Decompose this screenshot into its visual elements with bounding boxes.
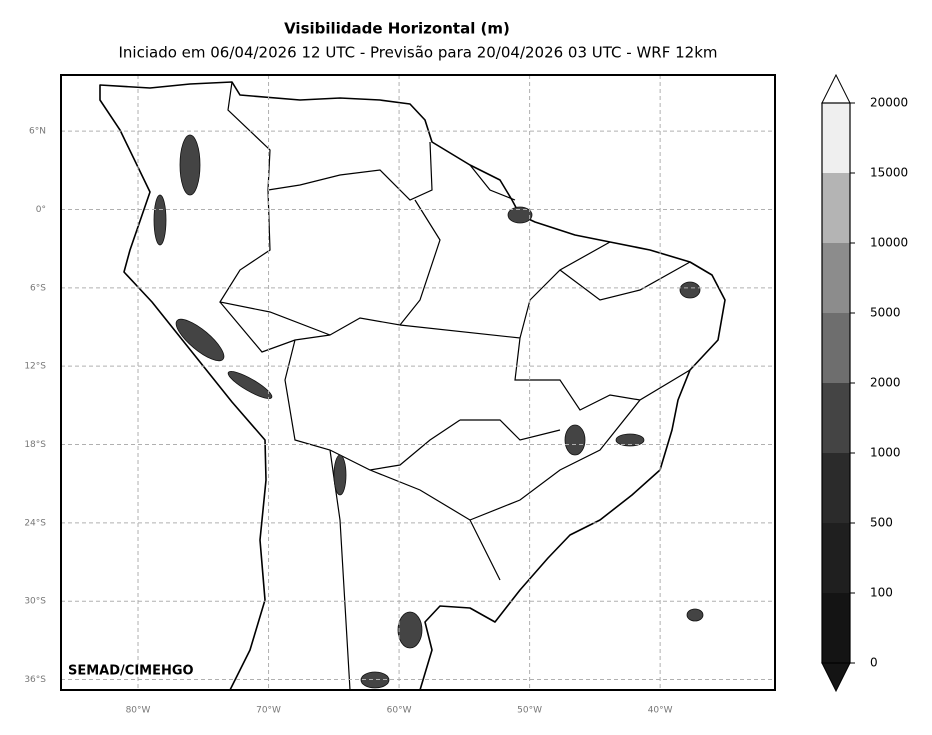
colorbar-label: 100 <box>870 586 893 600</box>
fog-area <box>686 608 704 622</box>
colorbar-segment <box>822 243 850 313</box>
title: Visibilidade Horizontal (m) <box>284 20 510 38</box>
colorbar-label: 2000 <box>870 376 901 390</box>
fog-area <box>153 194 167 246</box>
lat-label: 0° <box>36 205 46 215</box>
lat-label: 36°S <box>24 675 46 685</box>
fog-area <box>615 433 645 447</box>
colorbar-label: 500 <box>870 516 893 530</box>
colorbar: 0 100 500 1000 2000 5000 10000 15000 20000 <box>821 73 908 693</box>
fog-area <box>397 611 423 649</box>
colorbar-label: 15000 <box>870 166 908 180</box>
fog-area <box>564 424 586 456</box>
fog-area <box>175 318 225 362</box>
colorbar-label: 20000 <box>870 96 908 110</box>
fog-area <box>333 454 347 496</box>
lon-label: 80°W <box>126 706 151 716</box>
fog-area <box>179 134 201 196</box>
colorbar-label: 1000 <box>870 446 901 460</box>
lat-label: 18°S <box>24 440 46 450</box>
lat-label: 6°S <box>30 283 46 293</box>
colorbar-label: 5000 <box>870 306 901 320</box>
lon-label: 60°W <box>387 706 412 716</box>
fog-areas <box>153 134 704 689</box>
colorbar-over <box>821 73 851 104</box>
colorbar-segment <box>822 103 850 173</box>
graticule <box>61 75 775 690</box>
colorbar-segment <box>822 523 850 593</box>
colorbar-segment <box>822 593 850 663</box>
map-frame <box>60 74 776 691</box>
colorbar-label: 10000 <box>870 236 908 250</box>
colorbar-segment <box>822 383 850 453</box>
fog-area <box>227 371 273 399</box>
lat-label: 30°S <box>24 597 46 607</box>
colorbar-segment <box>822 313 850 383</box>
lon-label: 40°W <box>648 706 673 716</box>
credit: SEMAD/CIMEHGO <box>68 664 194 679</box>
colorbar-segment <box>822 453 850 523</box>
lon-label: 70°W <box>256 706 281 716</box>
lat-label: 6°N <box>29 127 46 137</box>
fog-area <box>507 206 533 224</box>
colorbar-label: 0 <box>870 656 878 670</box>
subtitle: Iniciado em 06/04/2026 12 UTC - Previsão… <box>118 44 717 62</box>
lat-label: 24°S <box>24 518 46 528</box>
country-borders <box>219 81 691 691</box>
colorbar-under <box>821 662 851 693</box>
lat-label: 12°S <box>24 362 46 372</box>
fog-area <box>360 671 390 689</box>
colorbar-segment <box>822 173 850 243</box>
lon-label: 50°W <box>517 706 542 716</box>
map: SEMAD/CIMEHGO <box>60 74 776 691</box>
fog-area <box>679 281 701 299</box>
